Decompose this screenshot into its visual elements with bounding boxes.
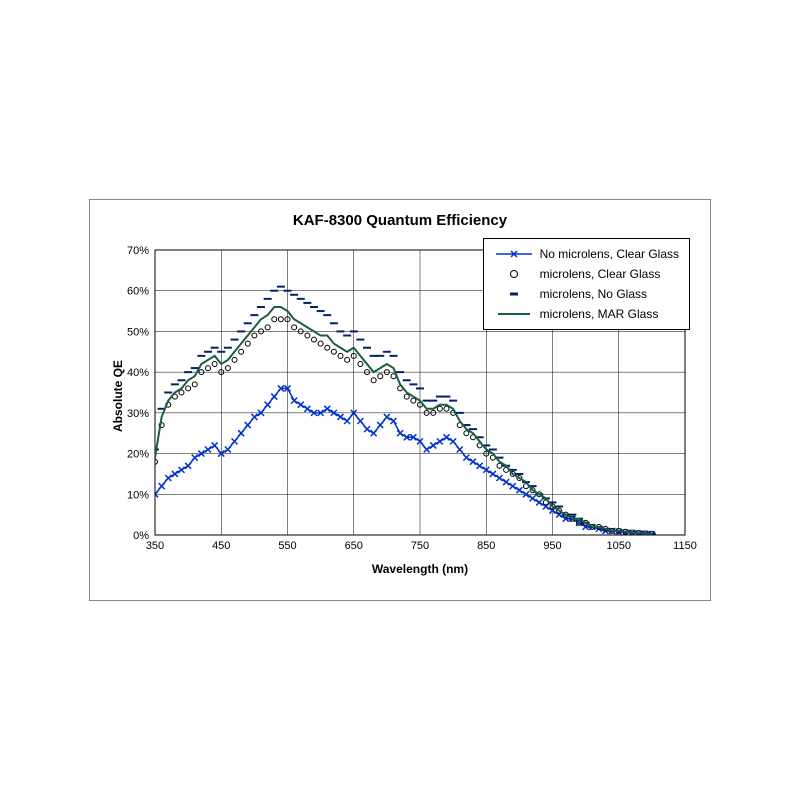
svg-text:70%: 70% <box>127 245 149 257</box>
legend-label: No microlens, Clear Glass <box>540 247 679 261</box>
svg-text:850: 850 <box>477 540 495 552</box>
legend-marker-icon <box>494 246 534 262</box>
svg-text:30%: 30% <box>127 408 149 420</box>
x-axis-label: Wavelength (nm) <box>155 562 685 576</box>
svg-text:50%: 50% <box>127 326 149 338</box>
chart-frame: KAF-8300 Quantum Efficiency Absolute QE … <box>89 199 711 601</box>
svg-text:20%: 20% <box>127 449 149 461</box>
svg-text:950: 950 <box>543 540 561 552</box>
legend-item: No microlens, Clear Glass <box>494 244 679 264</box>
chart-legend: No microlens, Clear Glass microlens, Clea… <box>483 238 690 330</box>
svg-text:40%: 40% <box>127 367 149 379</box>
svg-text:1050: 1050 <box>607 540 631 552</box>
legend-label: microlens, MAR Glass <box>540 307 659 321</box>
svg-text:60%: 60% <box>127 286 149 298</box>
legend-item: microlens, MAR Glass <box>494 304 679 324</box>
svg-text:1150: 1150 <box>673 540 697 552</box>
svg-text:0%: 0% <box>133 530 149 542</box>
legend-item: microlens, No Glass <box>494 284 679 304</box>
svg-text:750: 750 <box>411 540 429 552</box>
legend-marker-icon <box>494 286 534 302</box>
legend-label: microlens, No Glass <box>540 287 647 301</box>
svg-text:10%: 10% <box>127 489 149 501</box>
legend-marker-icon <box>494 266 534 282</box>
svg-text:450: 450 <box>212 540 230 552</box>
svg-text:550: 550 <box>278 540 296 552</box>
legend-item: microlens, Clear Glass <box>494 264 679 284</box>
legend-marker-icon <box>494 306 534 322</box>
svg-text:650: 650 <box>345 540 363 552</box>
legend-label: microlens, Clear Glass <box>540 267 661 281</box>
